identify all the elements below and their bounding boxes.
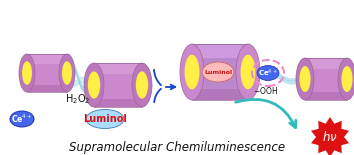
FancyBboxPatch shape	[192, 45, 248, 58]
Ellipse shape	[202, 62, 234, 82]
FancyBboxPatch shape	[305, 92, 347, 100]
FancyBboxPatch shape	[27, 54, 67, 92]
Ellipse shape	[132, 63, 152, 107]
Ellipse shape	[341, 66, 353, 92]
Ellipse shape	[19, 54, 35, 92]
Ellipse shape	[136, 71, 148, 99]
Ellipse shape	[86, 109, 124, 128]
Ellipse shape	[299, 66, 310, 92]
Text: $-$OOH: $-$OOH	[253, 86, 279, 97]
Text: $h\nu$: $h\nu$	[322, 130, 338, 144]
Text: Ce$^{4+}$: Ce$^{4+}$	[258, 67, 278, 79]
Text: H$_2$O$_2$: H$_2$O$_2$	[65, 92, 91, 106]
Ellipse shape	[184, 55, 199, 89]
Ellipse shape	[296, 58, 314, 100]
FancyBboxPatch shape	[192, 44, 248, 100]
FancyBboxPatch shape	[94, 99, 142, 107]
FancyBboxPatch shape	[94, 64, 142, 74]
Text: Supramolecular Chemiluminescence: Supramolecular Chemiluminescence	[69, 140, 285, 153]
FancyBboxPatch shape	[192, 89, 248, 100]
FancyBboxPatch shape	[94, 63, 142, 107]
FancyBboxPatch shape	[27, 85, 67, 92]
Ellipse shape	[236, 44, 260, 100]
Ellipse shape	[88, 71, 100, 99]
Ellipse shape	[59, 54, 75, 92]
FancyBboxPatch shape	[305, 58, 347, 100]
Text: Luminol: Luminol	[204, 69, 232, 75]
Ellipse shape	[180, 44, 204, 100]
Polygon shape	[311, 117, 349, 155]
Ellipse shape	[22, 61, 32, 85]
Ellipse shape	[257, 66, 279, 80]
Ellipse shape	[62, 61, 72, 85]
FancyBboxPatch shape	[27, 55, 67, 64]
Text: Ce$^{4+}$: Ce$^{4+}$	[11, 113, 33, 125]
Ellipse shape	[241, 55, 256, 89]
Ellipse shape	[84, 63, 104, 107]
Ellipse shape	[338, 58, 354, 100]
Ellipse shape	[10, 111, 34, 127]
Text: Luminol: Luminol	[83, 114, 127, 124]
FancyBboxPatch shape	[305, 59, 347, 69]
